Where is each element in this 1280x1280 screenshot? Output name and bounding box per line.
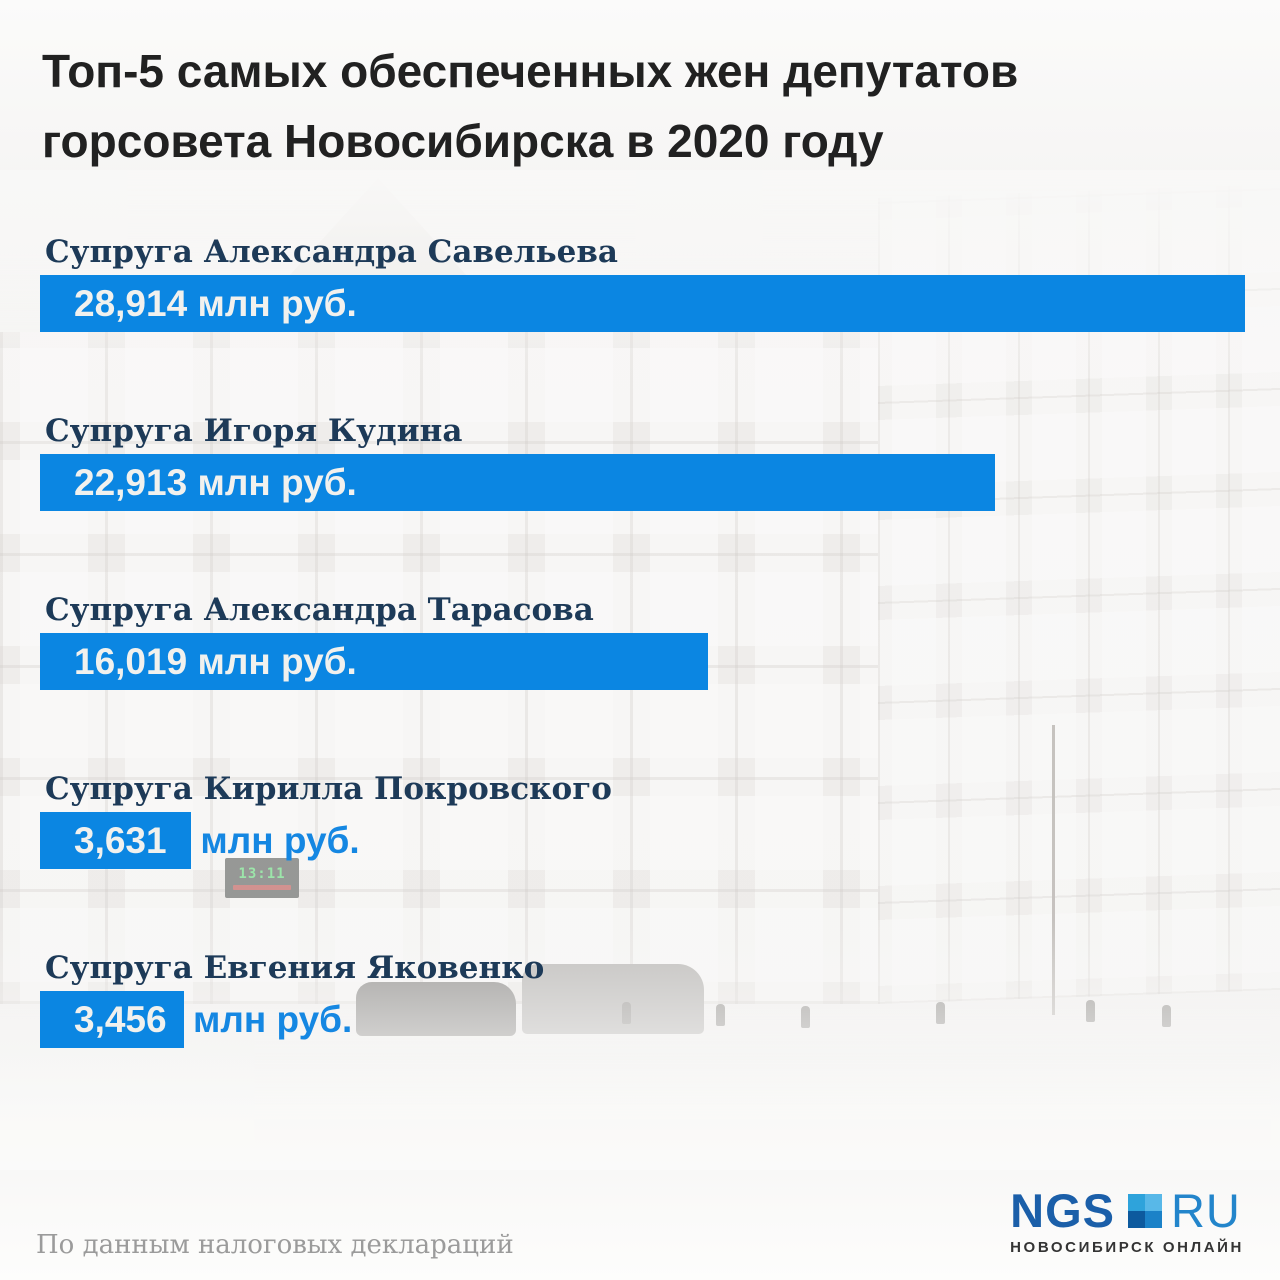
- value-bar: 3,631: [40, 812, 192, 869]
- value-bar: 28,914 млн руб.: [40, 275, 1245, 332]
- ru-wordmark: RU: [1170, 1184, 1241, 1237]
- ngs-logo-subtitle: НОВОСИБИРСК ОНЛАЙН: [1010, 1239, 1244, 1256]
- bar-track: 3,456 млн руб.: [40, 991, 1245, 1048]
- chart-row-2: Супруга Игоря Кудина 22,913 млн руб.: [40, 411, 1245, 511]
- chart-row-4: Супруга Кирилла Покровского 3,631 млн ру…: [40, 769, 1245, 869]
- bar-label: Супруга Евгения Яковенко: [45, 950, 545, 986]
- bar-value: 3,631: [74, 819, 167, 861]
- page-title-line2: горсовета Новосибирска в 2020 году: [42, 115, 884, 167]
- bar-unit-outside: млн руб.: [192, 998, 353, 1040]
- page-title-line1: Топ-5 самых обеспеченных жен депутатов: [42, 45, 1019, 97]
- bar-value: 22,913 млн руб.: [74, 461, 357, 503]
- page-title: Топ-5 самых обеспеченных жен депутатов го…: [42, 36, 1018, 176]
- bar-value: 28,914 млн руб.: [74, 282, 357, 324]
- chart-row-3: Супруга Александра Тарасова 16,019 млн р…: [40, 590, 1245, 690]
- chart-row-5: Супруга Евгения Яковенко 3,456 млн руб.: [40, 948, 1245, 1048]
- led-clock-ticker: [233, 884, 291, 890]
- value-bar: 16,019 млн руб.: [40, 633, 708, 690]
- chart-row-1: Супруга Александра Савельева 28,914 млн …: [40, 232, 1245, 332]
- ngs-logo-wordmark: NGS RU: [1010, 1184, 1241, 1237]
- bar-label: Супруга Игоря Кудина: [45, 413, 463, 449]
- bar-track: 3,631 млн руб.: [40, 812, 1245, 869]
- bar-value: 3,456: [74, 998, 167, 1040]
- source-note: По данным налоговых деклараций: [36, 1230, 514, 1260]
- bar-label: Супруга Кирилла Покровского: [45, 771, 612, 807]
- ngs-logo: NGS RU НОВОСИБИРСК ОНЛАЙН: [1010, 1184, 1244, 1256]
- ngs-wordmark: NGS: [1010, 1184, 1115, 1237]
- bar-label: Супруга Александра Савельева: [45, 234, 618, 270]
- value-bar: 3,456: [40, 991, 184, 1048]
- bar-unit-outside: млн руб.: [200, 819, 360, 861]
- bar-track: 28,914 млн руб.: [40, 275, 1245, 332]
- ngs-logo-square-icon: [1127, 1194, 1162, 1228]
- bar-track: 16,019 млн руб.: [40, 633, 1245, 690]
- value-bar: 22,913 млн руб.: [40, 454, 995, 511]
- bar-track: 22,913 млн руб.: [40, 454, 1245, 511]
- bar-label: Супруга Александра Тарасова: [45, 592, 594, 628]
- bar-value: 16,019 млн руб.: [74, 640, 357, 682]
